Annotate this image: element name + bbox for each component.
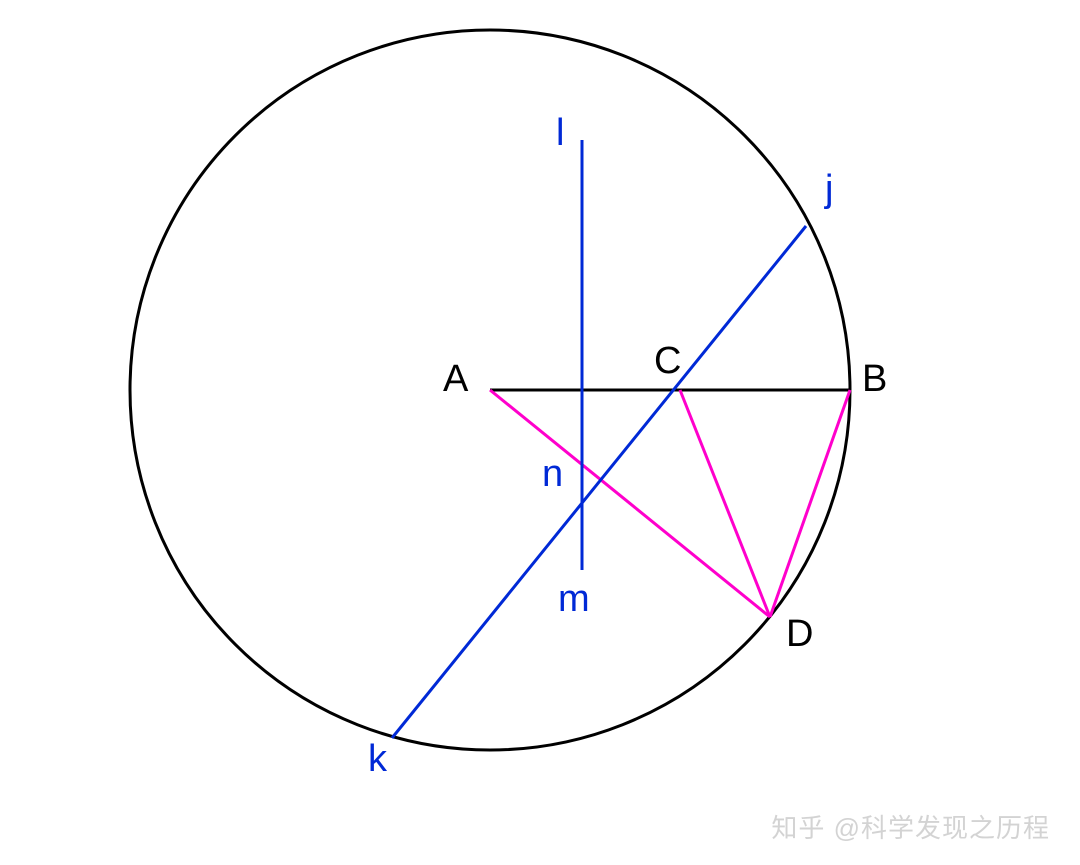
label-D: D bbox=[786, 615, 813, 653]
label-k: k bbox=[368, 740, 387, 778]
label-A: A bbox=[443, 360, 468, 398]
line-CD bbox=[680, 390, 770, 617]
watermark-text: 知乎 @科学发现之历程 bbox=[771, 808, 1050, 845]
lines-layer bbox=[0, 0, 1080, 865]
label-j: j bbox=[825, 170, 833, 208]
line-BD bbox=[770, 390, 850, 617]
line-jk bbox=[392, 226, 806, 738]
label-l: l bbox=[556, 114, 564, 152]
label-n: n bbox=[542, 455, 563, 493]
label-C: C bbox=[654, 342, 681, 380]
label-B: B bbox=[862, 360, 887, 398]
line-AD bbox=[490, 390, 770, 617]
label-m: m bbox=[558, 580, 590, 618]
